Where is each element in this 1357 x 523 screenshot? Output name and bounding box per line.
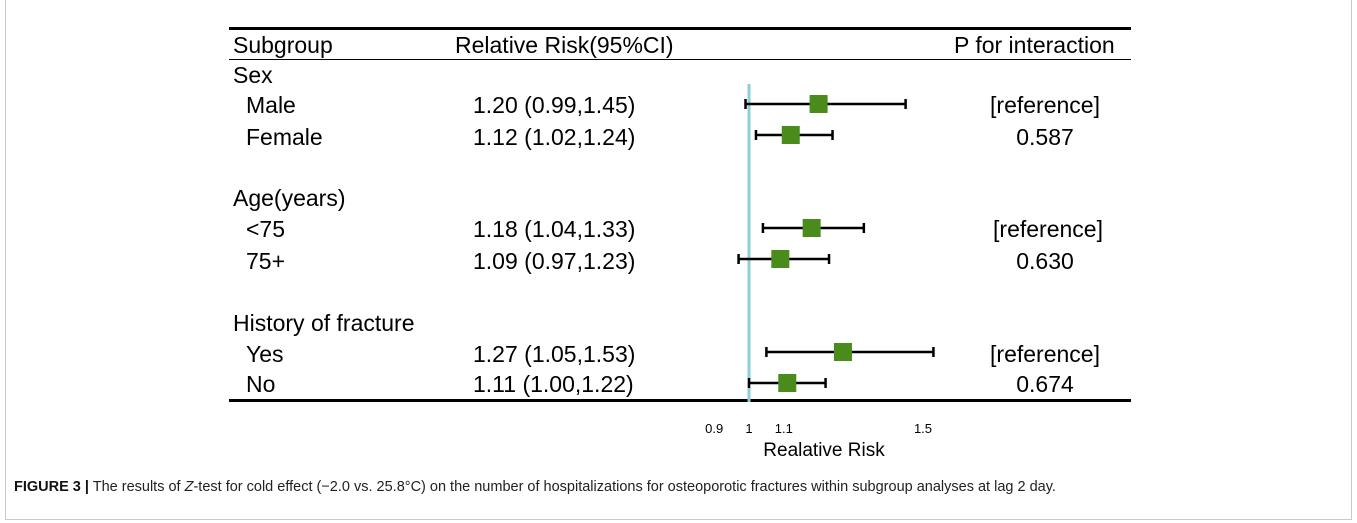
x-tick-label: 1.5 <box>914 421 932 436</box>
caption-figure-label: FIGURE 3 | <box>14 479 89 495</box>
caption-text-after: -test for cold effect (−2.0 vs. 25.8°C) … <box>193 479 1056 495</box>
row-rr-female: 1.12 (1.02,1.24) <box>473 124 636 150</box>
row-rr-male: 1.20 (0.99,1.45) <box>473 92 636 118</box>
row-rr-under75: 1.18 (1.04,1.33) <box>473 216 636 242</box>
x-tick-label: 1.1 <box>775 421 793 436</box>
header-rule <box>229 59 1131 60</box>
x-tick-label: 0.9 <box>705 421 723 436</box>
group-label-age: Age(years) <box>233 185 346 211</box>
group-label-history: History of fracture <box>233 310 415 336</box>
row-p-no: 0.674 <box>1016 371 1074 397</box>
row-label-yes: Yes <box>246 341 284 367</box>
point-marker-yes <box>833 343 852 361</box>
row-label-no: No <box>246 371 276 397</box>
row-p-yes: [reference] <box>990 341 1100 367</box>
row-label-under75: <75 <box>246 216 286 242</box>
row-p-male: [reference] <box>990 92 1100 118</box>
point-marker-male <box>809 95 828 113</box>
row-p-female: 0.587 <box>1016 124 1074 150</box>
point-marker-female <box>781 126 800 144</box>
header-subgroup: Subgroup <box>233 32 333 58</box>
point-marker-75plus <box>771 250 790 268</box>
header-relative-risk: Relative Risk(95%CI) <box>455 32 674 58</box>
top-rule <box>229 27 1131 30</box>
row-label-75plus: 75+ <box>246 248 286 274</box>
caption-italic: Z <box>184 479 194 495</box>
forest-plot: 0.9 1 1.1 1.5 Realative Risk <box>705 84 935 461</box>
row-rr-yes: 1.27 (1.05,1.53) <box>473 341 636 367</box>
x-axis-label: Realative Risk <box>763 440 885 461</box>
x-tick-label: 1 <box>745 421 752 436</box>
point-marker-under75 <box>802 219 821 237</box>
figure-caption: FIGURE 3 | The results of Z-test for col… <box>14 478 1056 496</box>
caption-text-before: The results of <box>88 479 185 495</box>
header-p-interaction: P for interaction <box>954 32 1115 58</box>
row-label-female: Female <box>246 124 323 150</box>
bottom-rule <box>229 399 1131 402</box>
row-label-male: Male <box>246 92 296 118</box>
figure-frame <box>5 0 1352 520</box>
point-marker-no <box>778 374 797 392</box>
row-rr-no: 1.11 (1.00,1.22) <box>473 371 634 397</box>
group-label-sex: Sex <box>233 62 273 88</box>
row-p-under75: [reference] <box>993 216 1103 242</box>
row-p-75plus: 0.630 <box>1016 248 1074 274</box>
row-rr-75plus: 1.09 (0.97,1.23) <box>473 248 636 274</box>
